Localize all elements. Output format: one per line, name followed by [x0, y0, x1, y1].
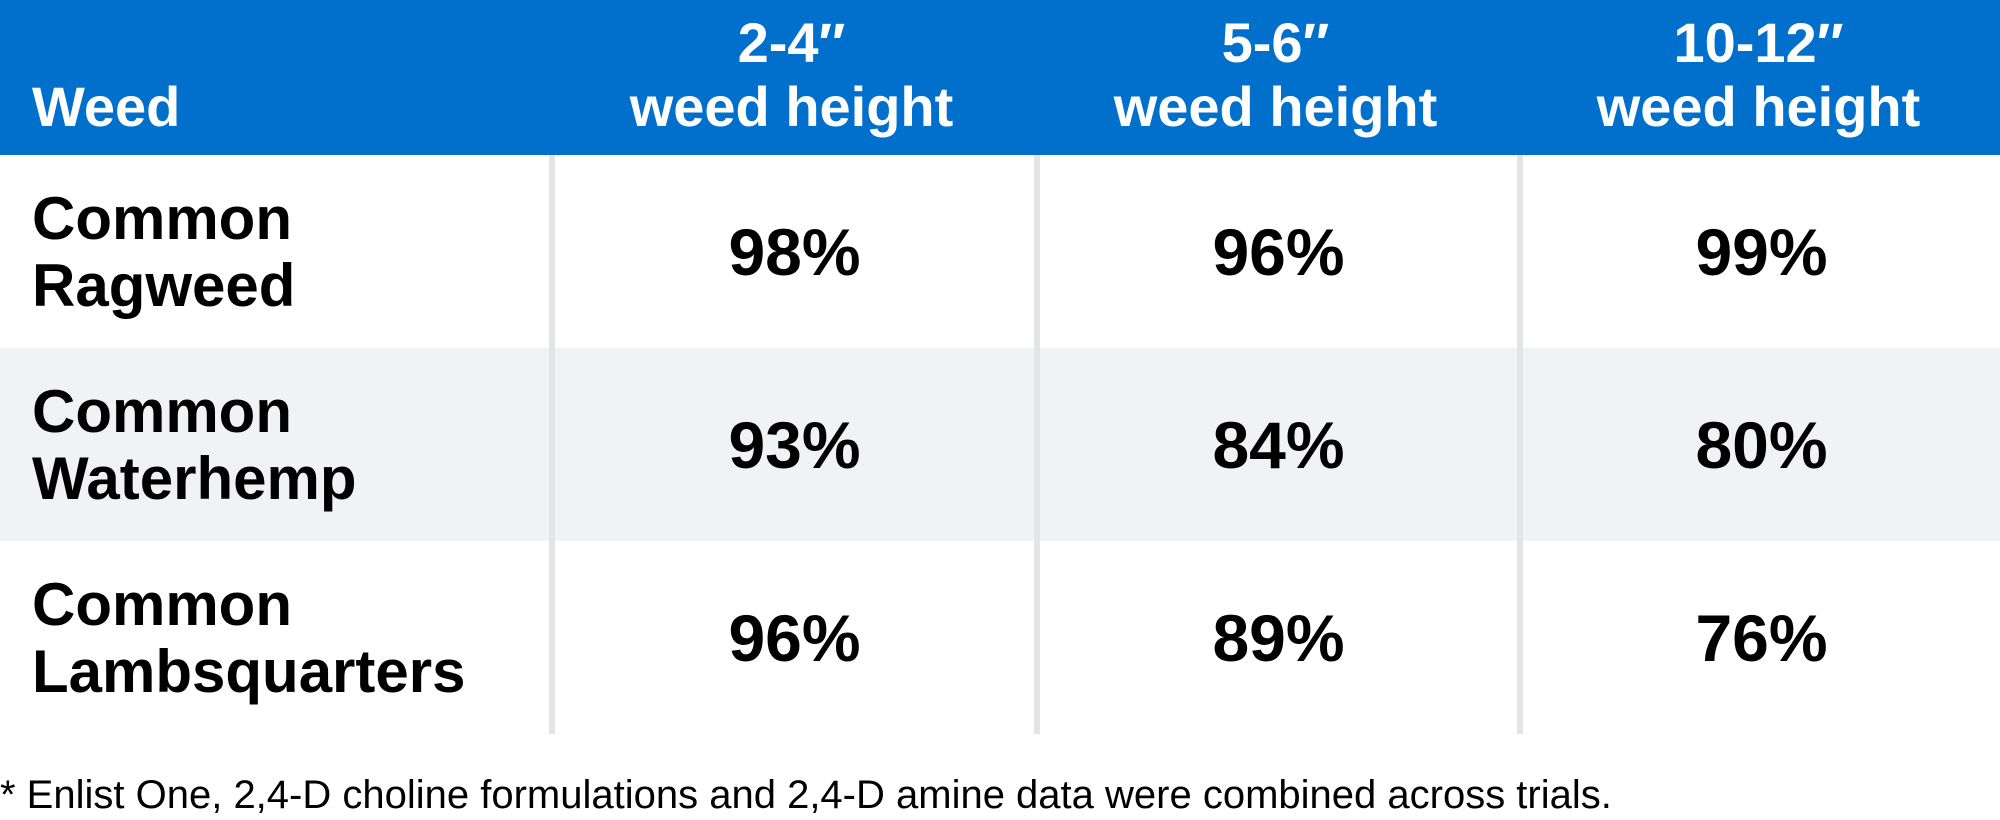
value-cell: 80%	[1517, 348, 2000, 541]
header-cell-10-12: 10-12″ weed height	[1517, 11, 2000, 155]
weed-name-line2: Ragweed	[32, 251, 296, 319]
control-percent: 84%	[1212, 407, 1345, 482]
value-cell: 84%	[1034, 348, 1517, 541]
header-cell-weed: Weed	[0, 75, 549, 155]
value-cell: 98%	[549, 155, 1034, 348]
weed-name-line1: Common	[32, 377, 292, 445]
weed-name-line2: Lambsquarters	[32, 637, 466, 705]
header-label: Weed	[32, 75, 181, 138]
weed-name-line2: Waterhemp	[32, 444, 357, 512]
control-percent: 98%	[728, 214, 861, 289]
header-sub-label: weed height	[1596, 75, 1921, 138]
header-sub-label: weed height	[1113, 75, 1438, 138]
control-percent: 99%	[1695, 214, 1828, 289]
control-percent: 80%	[1695, 407, 1828, 482]
value-cell: 96%	[549, 541, 1034, 734]
control-percent: 76%	[1695, 600, 1828, 675]
control-percent: 96%	[1212, 214, 1345, 289]
weed-name-line1: Common	[32, 570, 292, 638]
value-cell: 96%	[1034, 155, 1517, 348]
table-header-row: Weed 2-4″ weed height 5-6″ weed height 1…	[0, 0, 2000, 155]
control-percent: 93%	[728, 407, 861, 482]
value-cell: 76%	[1517, 541, 2000, 734]
value-cell: 99%	[1517, 155, 2000, 348]
header-height-label: 10-12″	[1673, 11, 1844, 74]
weed-name-line1: Common	[32, 184, 292, 252]
weed-name-cell: Common Lambsquarters	[0, 541, 549, 734]
footnote: * Enlist One, 2,4-D choline formulations…	[0, 773, 1612, 817]
table-row-ragweed: Common Ragweed 98% 96% 99%	[0, 155, 2000, 348]
value-cell: 93%	[549, 348, 1034, 541]
header-height-label: 2-4″	[737, 11, 846, 74]
control-percent: 89%	[1212, 600, 1345, 675]
header-sub-label: weed height	[629, 75, 954, 138]
value-cell: 89%	[1034, 541, 1517, 734]
control-percent: 96%	[728, 600, 861, 675]
weed-name-cell: Common Ragweed	[0, 155, 549, 348]
header-cell-5-6: 5-6″ weed height	[1034, 11, 1517, 155]
table-row-waterhemp: Common Waterhemp 93% 84% 80%	[0, 348, 2000, 541]
weed-name-cell: Common Waterhemp	[0, 348, 549, 541]
weed-control-table: Weed 2-4″ weed height 5-6″ weed height 1…	[0, 0, 2000, 734]
header-cell-2-4: 2-4″ weed height	[549, 11, 1034, 155]
header-height-label: 5-6″	[1221, 11, 1330, 74]
table-row-lambsquarters: Common Lambsquarters 96% 89% 76%	[0, 541, 2000, 734]
